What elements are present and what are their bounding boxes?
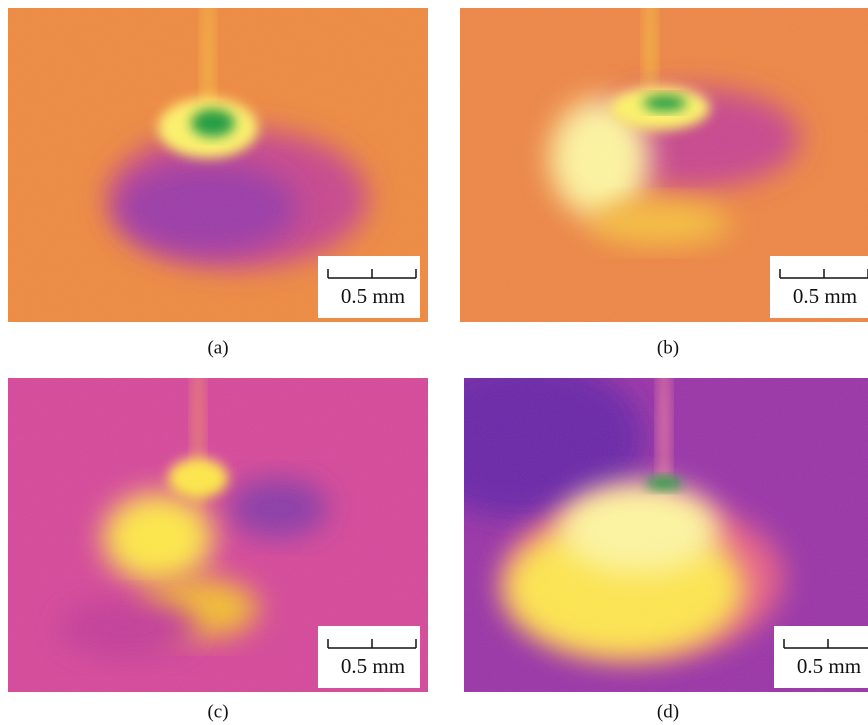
panel-label: (d): [657, 701, 679, 722]
thermal-panel: 0.5 mm: [8, 8, 428, 322]
scale-label: 0.5 mm: [341, 284, 405, 308]
thermal-panel: 0.5 mm: [460, 8, 868, 322]
scale-box: [318, 256, 420, 318]
thermal-panel: 0.5 mm: [464, 378, 868, 692]
panel-label: (a): [207, 337, 228, 358]
thermal-panel: 0.5 mm: [8, 378, 428, 692]
scale-box: [318, 626, 420, 688]
scale-box: [774, 626, 868, 688]
scale-label: 0.5 mm: [341, 654, 405, 678]
scale-label: 0.5 mm: [793, 284, 857, 308]
panel-label: (b): [657, 337, 679, 358]
scale-box: [770, 256, 868, 318]
panel-label: (c): [207, 701, 228, 722]
scale-label: 0.5 mm: [797, 654, 861, 678]
